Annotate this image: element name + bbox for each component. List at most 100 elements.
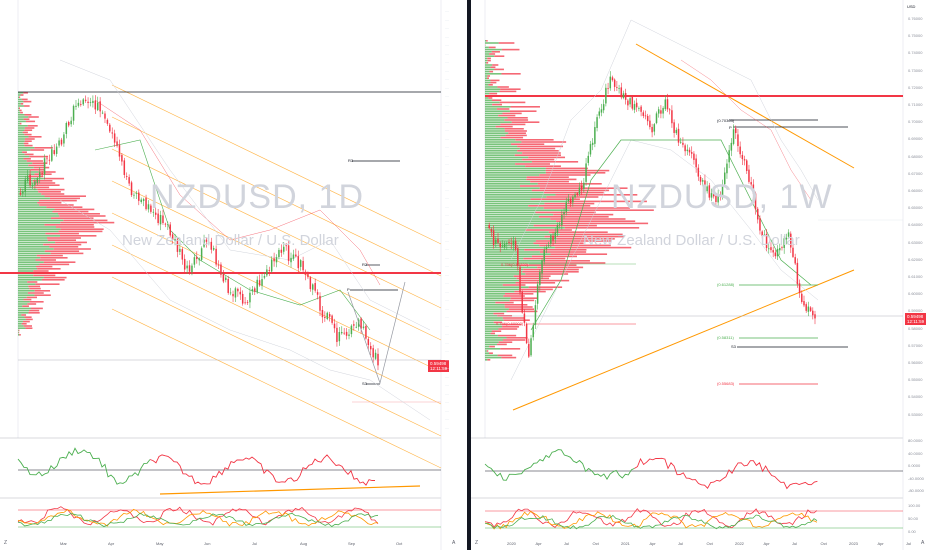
right-vp-sell [515, 282, 556, 284]
left-candle [232, 293, 234, 297]
left-candle [128, 177, 130, 184]
daily-chart-canvas[interactable] [0, 0, 467, 550]
right-vp-buy [485, 68, 494, 71]
price-axis-tick: 0.73000 [908, 67, 923, 73]
right-candle [710, 193, 713, 198]
left-vp-buy [18, 208, 55, 211]
right-vp-buy [485, 205, 529, 207]
right-vp-sell [533, 242, 584, 244]
zoom-reset-button[interactable]: Z [4, 540, 8, 546]
weekly-chart-canvas[interactable] [471, 0, 932, 550]
left-candle [147, 204, 150, 210]
right-candle [503, 244, 506, 248]
left-candle [343, 332, 345, 334]
price-axis-tick: — [445, 195, 449, 200]
right-vp-buy [485, 312, 494, 315]
stoch-d-line [17, 508, 379, 527]
right-vp-sell [493, 321, 502, 324]
left-vp-sell [19, 96, 21, 98]
left-candle [191, 265, 193, 273]
left-vp-sell [34, 173, 52, 175]
left-vp-buy [18, 96, 20, 98]
right-candle [757, 208, 759, 220]
right-candle [490, 229, 493, 232]
left-candle [302, 260, 304, 271]
daily-chart-pane[interactable]: NZDUSD, 1D New Zealand Dollar / U.S. Dol… [0, 0, 467, 550]
left-candle [372, 348, 374, 358]
time-tick: Jul [906, 541, 912, 546]
right-vp-buy [485, 161, 532, 163]
right-vp-buy [485, 117, 508, 119]
left-vp-buy [18, 268, 38, 270]
price-axis-tick: 0.72000 [908, 84, 923, 90]
right-candle [532, 325, 534, 338]
auto-scale-button-right[interactable]: A [921, 540, 925, 546]
right-vp-buy [485, 275, 514, 277]
zoom-reset-button-right[interactable]: Z [475, 540, 479, 546]
right-vp-buy [485, 334, 498, 337]
left-vp-sell [49, 197, 81, 200]
left-candle [217, 264, 220, 266]
left-vp-sell [37, 268, 61, 270]
price-axis-tick: — [445, 8, 449, 13]
left-candle [106, 119, 109, 124]
left-vp-sell [20, 111, 23, 114]
left-vp-sell [29, 155, 49, 158]
left-vp-sell [32, 180, 53, 182]
price-axis-tick: — [445, 33, 449, 39]
right-vp-buy [485, 310, 507, 313]
right-vp-buy [485, 84, 489, 86]
left-vp-sell [19, 109, 22, 112]
left-candle [77, 102, 80, 106]
left-vp-sell [23, 105, 30, 107]
right-candle [646, 115, 649, 122]
right-vp-sell [489, 352, 493, 354]
right-vp-buy [485, 348, 501, 350]
right-candle [814, 314, 816, 319]
left-vp-sell [23, 298, 32, 301]
right-candle [523, 313, 526, 323]
upper-band [680, 59, 812, 201]
right-vp-sell [543, 191, 604, 194]
price-axis-tick: — [445, 237, 449, 243]
right-vp-buy [485, 187, 540, 189]
right-candle [510, 242, 512, 244]
right-candle [525, 323, 528, 344]
left-vp-sell [33, 186, 50, 189]
right-vp-sell [519, 147, 556, 150]
left-vp-sell [44, 195, 86, 197]
left-candle [292, 254, 295, 259]
left-vp-buy [18, 287, 30, 290]
right-vp-sell [555, 194, 638, 196]
price-axis-tick: — [445, 16, 449, 22]
left-candle [70, 120, 72, 125]
right-vp-sell [489, 345, 495, 348]
right-candle [732, 129, 735, 144]
right-vp-sell [491, 51, 500, 53]
envelope-line [510, 139, 819, 381]
left-vp-buy [18, 171, 39, 173]
left-candle [186, 265, 188, 269]
left-vp-sell [46, 237, 81, 239]
left-vp-sell [38, 191, 61, 193]
right-vp-buy [485, 209, 570, 211]
right-candle [765, 233, 768, 249]
left-vp-buy [18, 151, 23, 153]
right-vp-sell [504, 119, 529, 121]
auto-scale-button[interactable]: A [452, 540, 456, 546]
left-candle [99, 101, 101, 112]
weekly-chart-pane[interactable]: NZDUSD, 1W New Zealand Dollar / U.S. Dol… [471, 0, 932, 550]
right-vp-buy [485, 268, 524, 271]
right-vp-buy [485, 266, 538, 269]
right-vp-sell [503, 295, 525, 297]
left-candle [113, 133, 116, 143]
right-candle [528, 343, 530, 357]
time-tick: Apr [649, 541, 656, 546]
right-vp-buy [485, 352, 490, 354]
right-vp-sell [545, 167, 588, 170]
left-vp-buy [18, 294, 35, 296]
pane-divider[interactable] [467, 0, 471, 550]
right-vp-buy [485, 308, 509, 310]
left-vp-buy [18, 296, 27, 299]
fib-label-low: (0.58311) [717, 335, 734, 340]
